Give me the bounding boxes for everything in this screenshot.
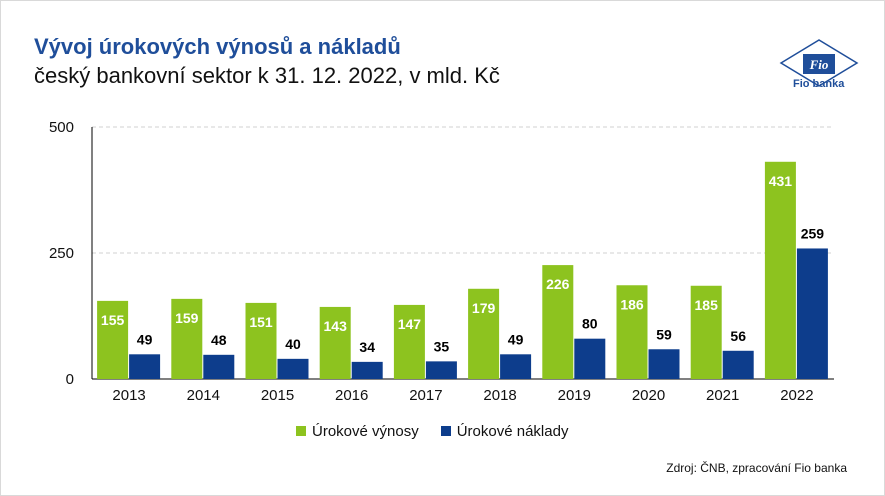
bar-income (393, 304, 425, 379)
data-label-income: 143 (324, 318, 348, 334)
y-tick-label: 250 (49, 245, 74, 262)
data-label-income: 431 (769, 173, 793, 189)
bar-costs (574, 338, 606, 379)
logo-caption: Fio banka (793, 78, 845, 90)
x-tick-label: 2021 (706, 387, 739, 404)
x-tick-label: 2022 (780, 387, 813, 404)
x-tick-label: 2018 (483, 387, 516, 404)
data-label-income: 155 (101, 312, 125, 328)
source-note: Zdroj: ČNB, zpracování Fio banka (666, 461, 847, 475)
bar-costs (500, 354, 532, 379)
data-label-income: 186 (620, 296, 644, 312)
bar-income (319, 306, 351, 379)
bar-costs (129, 354, 161, 379)
data-label-costs: 40 (285, 336, 301, 352)
data-label-income: 151 (249, 314, 273, 330)
y-tick-label: 500 (49, 119, 74, 136)
bar-income (764, 161, 796, 379)
bar-income (468, 288, 500, 379)
chart-subtitle: český bankovní sektor k 31. 12. 2022, v … (34, 63, 500, 88)
fio-logo-icon: Fio (779, 39, 859, 87)
data-label-costs: 80 (582, 316, 598, 332)
x-tick-label: 2020 (632, 387, 665, 404)
bar-costs (722, 350, 754, 379)
data-label-income: 179 (472, 300, 496, 316)
bar-income (542, 265, 574, 379)
bar-costs (648, 349, 680, 379)
bar-income (97, 300, 129, 379)
y-tick-label: 0 (66, 371, 74, 388)
data-label-costs: 35 (434, 338, 450, 354)
bar-costs (796, 248, 828, 379)
legend-item-costs: Úrokové náklady (440, 422, 569, 440)
bar-costs (425, 361, 457, 379)
bar-costs (277, 358, 309, 379)
legend-item-income: Úrokové výnosy (296, 423, 419, 440)
legend-swatch-income (296, 426, 306, 436)
legend-label-costs: Úrokové náklady (456, 422, 569, 440)
x-tick-label: 2014 (187, 387, 220, 404)
x-tick-label: 2015 (261, 387, 294, 404)
data-label-costs: 59 (656, 326, 672, 342)
data-label-costs: 49 (137, 331, 153, 347)
data-label-costs: 259 (801, 225, 825, 241)
data-label-costs: 34 (359, 339, 375, 355)
legend-swatch-costs (440, 426, 451, 436)
bar-income (245, 302, 277, 379)
legend-label-income: Úrokové výnosy (312, 422, 419, 440)
bar-chart: 0 250 500 2013 155 49 2014 159 48 2015 151 40 2016 14… (49, 119, 834, 404)
data-label-income: 185 (695, 297, 719, 313)
bar-income (616, 285, 648, 379)
x-tick-label: 2019 (558, 387, 591, 404)
data-label-income: 159 (175, 310, 199, 326)
data-label-income: 147 (398, 316, 422, 332)
bar-costs (351, 361, 383, 379)
data-label-costs: 56 (730, 328, 746, 344)
chart-title: Vývoj úrokových výnosů a nákladů (34, 34, 401, 59)
bar-costs (203, 354, 235, 379)
data-label-income: 226 (546, 276, 570, 292)
x-tick-label: 2016 (335, 387, 368, 404)
data-label-costs: 49 (508, 331, 524, 347)
data-label-costs: 48 (211, 332, 227, 348)
chart-legend: Úrokové výnosy Úrokové náklady (296, 422, 590, 440)
bar-income (690, 285, 722, 379)
x-tick-label: 2013 (112, 387, 145, 404)
bar-income (171, 298, 203, 379)
x-tick-label: 2017 (409, 387, 442, 404)
logo-mark-text: Fio (809, 57, 829, 72)
